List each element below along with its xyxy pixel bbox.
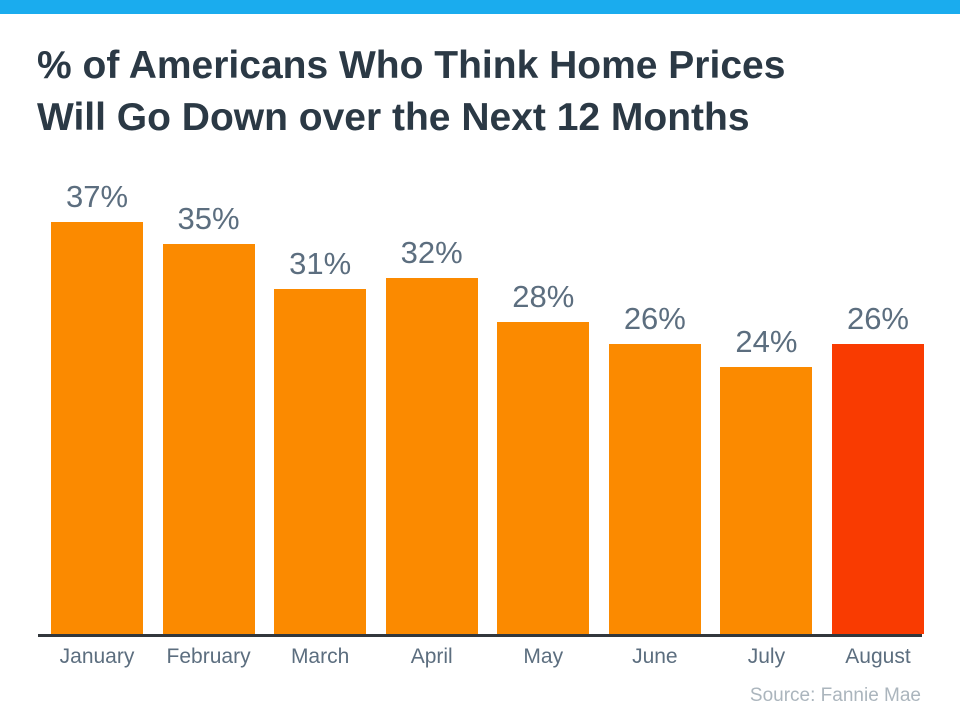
x-axis-label-june: June (632, 645, 678, 668)
bar-value-label-may: 28% (512, 279, 575, 315)
page-title-line-1: % of Americans Who Think Home Prices (37, 44, 786, 87)
bar-value-label-april: 32% (400, 234, 463, 270)
bar-value-label-august: 26% (846, 301, 909, 337)
bar-group-may: 28% (497, 279, 590, 634)
bar-april (385, 277, 478, 634)
x-axis-label-february: February (166, 645, 251, 668)
x-axis-label-august: August (845, 645, 911, 668)
bar-value-label-february: 35% (177, 201, 240, 237)
page-title: % of Americans Who Think Home Prices Wil… (37, 40, 917, 144)
bar-value-label-march: 31% (289, 245, 352, 281)
x-axis-label-july: July (747, 645, 786, 668)
bar-august (831, 344, 924, 634)
bar-march (274, 288, 367, 634)
bar-group-april: 32% (385, 234, 478, 634)
bar-group-august: 26% (831, 301, 924, 634)
bar-group-january: 37% (51, 179, 143, 634)
bar-value-label-january: 37% (65, 178, 129, 214)
bar-group-july: 24% (720, 323, 813, 634)
bar-january (51, 221, 143, 634)
bar-group-march: 31% (274, 245, 367, 634)
x-axis-label-may: May (523, 645, 564, 668)
bar-group-june: 26% (608, 301, 701, 634)
x-axis-line (38, 634, 922, 637)
x-axis-label-march: March (290, 645, 350, 668)
bar-chart-plot-area: 37% 35% 31% 32% 28% 26% 24% 26% (51, 0, 924, 634)
x-axis-label-january: January (59, 645, 135, 668)
page-title-line-2: Will Go Down over the Next 12 Months (37, 96, 750, 139)
bar-value-label-june: 26% (623, 301, 686, 337)
bar-group-february: 35% (162, 201, 255, 634)
x-axis-label-april: April (410, 645, 453, 668)
bar-july (720, 366, 813, 634)
bar-value-label-july: 24% (735, 323, 798, 359)
bar-june (608, 344, 701, 634)
top-accent-bar (0, 0, 960, 14)
bar-may (497, 322, 590, 634)
source-note: Source: Fannie Mae (749, 685, 921, 706)
bar-february (162, 244, 255, 634)
